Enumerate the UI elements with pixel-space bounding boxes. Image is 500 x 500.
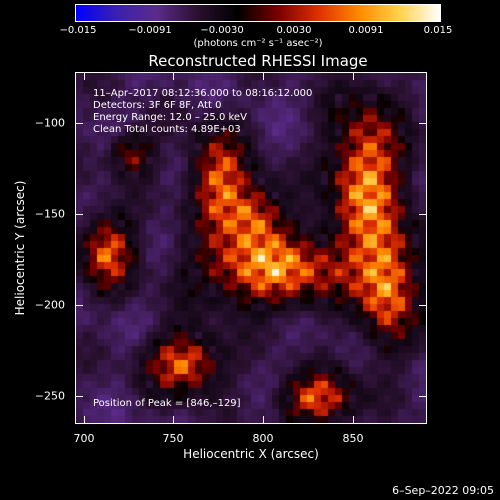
tick-mark [84,72,85,80]
tick-mark [75,305,83,306]
colorbar-tick-labels: −0.015 −0.0091 −0.0030 0.0030 0.0091 0.0… [0,0,500,40]
colorbar-tick-label: −0.015 [59,25,97,36]
tick-mark [419,123,427,124]
tick-mark [173,72,174,80]
energy-range-label: Energy Range: 12.0 – 25.0 keV [93,112,247,123]
colorbar-tick-label: 0.0030 [276,25,312,36]
y-tick-label: −150 [34,207,65,221]
tick-mark [84,416,85,424]
x-tick-label: 850 [342,432,364,445]
tick-mark [353,416,354,424]
peak-position-label: Position of Peak = [846,–129] [93,398,241,409]
y-tick-label: −200 [34,298,65,312]
colorbar-units: (photons cm⁻² s⁻¹ asec⁻²) [193,38,323,49]
datestamp: 6–Sep–2022 09:05 [392,484,494,497]
x-tick-label: 750 [162,432,184,445]
tick-mark [263,416,264,424]
y-axis-label: Heliocentric Y (arcsec) [13,180,27,316]
tick-mark [353,72,354,80]
tick-mark [75,396,83,397]
tick-mark [419,305,427,306]
y-tick-label: −100 [34,116,65,130]
rhessi-image [76,73,426,423]
tick-mark [75,123,83,124]
detectors-label: Detectors: 3F 6F 8F, Att 0 [93,100,222,111]
clean-total-counts-label: Clean Total counts: 4.89E+03 [93,124,241,135]
tick-mark [419,396,427,397]
tick-mark [75,214,83,215]
time-range-label: 11–Apr–2017 08:12:36.000 to 08:16:12.000 [93,88,313,99]
colorbar-tick-label: −0.0030 [200,25,244,36]
x-axis-label: Heliocentric X (arcsec) [183,447,319,461]
x-tick-label: 800 [252,432,274,445]
colorbar-tick-label: −0.0091 [128,25,172,36]
plot-title: Reconstructed RHESSI Image [148,52,368,70]
image-frame [75,72,427,424]
colorbar-tick-label: 0.015 [423,25,453,36]
tick-mark [419,214,427,215]
colorbar [75,4,441,22]
x-tick-label: 700 [73,432,95,445]
colorbar-tick-label: 0.0091 [348,25,384,36]
tick-mark [263,72,264,80]
tick-mark [173,416,174,424]
y-tick-label: −250 [34,389,65,403]
